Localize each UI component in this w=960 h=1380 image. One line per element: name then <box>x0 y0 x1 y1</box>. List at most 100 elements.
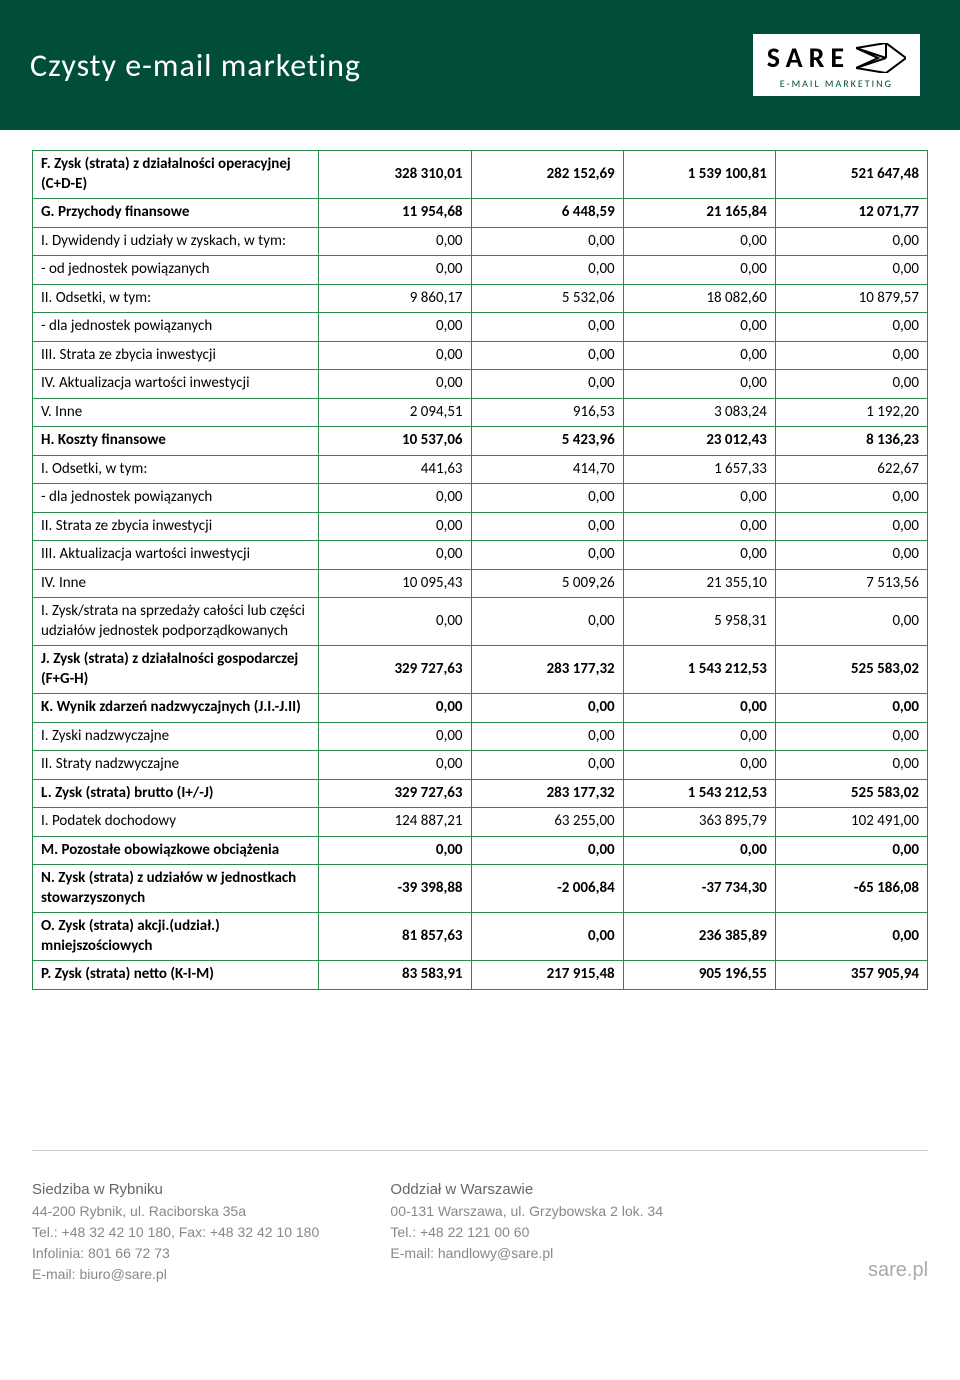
row-value: 329 727,63 <box>319 646 471 694</box>
row-label: M. Pozostałe obowiązkowe obciążenia <box>33 836 319 865</box>
row-value: 5 532,06 <box>471 284 623 313</box>
table-row: V. Inne2 094,51916,533 083,241 192,20 <box>33 398 928 427</box>
table-row: I. Odsetki, w tym:441,63414,701 657,3362… <box>33 455 928 484</box>
row-value: 441,63 <box>319 455 471 484</box>
table-row: II. Odsetki, w tym:9 860,175 532,0618 08… <box>33 284 928 313</box>
row-label: II. Strata ze zbycia inwestycji <box>33 512 319 541</box>
table-row: - dla jednostek powiązanych0,000,000,000… <box>33 313 928 342</box>
table-row: III. Aktualizacja wartości inwestycji0,0… <box>33 541 928 570</box>
row-label: I. Zyski nadzwyczajne <box>33 722 319 751</box>
row-value: 0,00 <box>775 722 927 751</box>
row-value: 0,00 <box>775 541 927 570</box>
envelope-icon <box>856 43 906 73</box>
row-value: 0,00 <box>471 256 623 285</box>
table-row: II. Strata ze zbycia inwestycji0,000,000… <box>33 512 928 541</box>
row-label: L. Zysk (strata) brutto (I+/-J) <box>33 779 319 808</box>
row-value: 0,00 <box>775 370 927 399</box>
row-value: 5 009,26 <box>471 569 623 598</box>
row-label: G. Przychody finansowe <box>33 199 319 228</box>
row-label: I. Odsetki, w tym: <box>33 455 319 484</box>
row-value: -37 734,30 <box>623 865 775 913</box>
row-value: 521 647,48 <box>775 151 927 199</box>
table-row: L. Zysk (strata) brutto (I+/-J)329 727,6… <box>33 779 928 808</box>
footer-left: Siedziba w Rybniku 44-200 Rybnik, ul. Ra… <box>32 1179 390 1286</box>
row-label: F. Zysk (strata) z działalności operacyj… <box>33 151 319 199</box>
table-row: I. Podatek dochodowy124 887,2163 255,003… <box>33 808 928 837</box>
table-row: P. Zysk (strata) netto (K-I-M)83 583,912… <box>33 961 928 990</box>
table-row: II. Straty nadzwyczajne0,000,000,000,00 <box>33 751 928 780</box>
row-value: 0,00 <box>623 370 775 399</box>
table-row: H. Koszty finansowe10 537,065 423,9623 0… <box>33 427 928 456</box>
table-row: J. Zysk (strata) z działalności gospodar… <box>33 646 928 694</box>
row-value: 0,00 <box>623 484 775 513</box>
row-value: 18 082,60 <box>623 284 775 313</box>
table-row: - od jednostek powiązanych0,000,000,000,… <box>33 256 928 285</box>
table-row: O. Zysk (strata) akcji.(udział.) mniejsz… <box>33 913 928 961</box>
row-label: IV. Inne <box>33 569 319 598</box>
table-row: III. Strata ze zbycia inwestycji 0,000,00… <box>33 341 928 370</box>
row-label: J. Zysk (strata) z działalności gospodar… <box>33 646 319 694</box>
row-value: 0,00 <box>775 512 927 541</box>
row-value: 217 915,48 <box>471 961 623 990</box>
page-header: Czysty e-mail marketing SARE E-MAIL MARK… <box>0 0 960 130</box>
row-value: 328 310,01 <box>319 151 471 199</box>
row-value: 0,00 <box>471 370 623 399</box>
row-value: 83 583,91 <box>319 961 471 990</box>
row-label: III. Strata ze zbycia inwestycji <box>33 341 319 370</box>
row-value: 8 136,23 <box>775 427 927 456</box>
row-value: 0,00 <box>775 694 927 723</box>
row-value: -39 398,88 <box>319 865 471 913</box>
row-label: II. Odsetki, w tym: <box>33 284 319 313</box>
row-value: 525 583,02 <box>775 646 927 694</box>
row-value: 0,00 <box>319 512 471 541</box>
page-footer: Siedziba w Rybniku 44-200 Rybnik, ul. Ra… <box>32 1179 928 1286</box>
logo: SARE E-MAIL MARKETING <box>753 34 920 96</box>
row-value: 0,00 <box>623 341 775 370</box>
row-value: 0,00 <box>623 694 775 723</box>
row-value: 0,00 <box>471 836 623 865</box>
row-value: 0,00 <box>623 512 775 541</box>
row-value: 622,67 <box>775 455 927 484</box>
row-value: 10 095,43 <box>319 569 471 598</box>
table-row: G. Przychody finansowe11 954,686 448,592… <box>33 199 928 228</box>
row-value: 357 905,94 <box>775 961 927 990</box>
row-value: 0,00 <box>319 836 471 865</box>
table-row: I. Zysk/strata na sprzedaży całości lub … <box>33 598 928 646</box>
row-label: I. Podatek dochodowy <box>33 808 319 837</box>
row-value: 7 513,56 <box>775 569 927 598</box>
row-value: 5 958,31 <box>623 598 775 646</box>
table-row: - dla jednostek powiązanych0,000,000,000… <box>33 484 928 513</box>
row-label: IV. Aktualizacja wartości inwestycji <box>33 370 319 399</box>
row-value: 0,00 <box>775 341 927 370</box>
row-value: 21 355,10 <box>623 569 775 598</box>
row-value: 414,70 <box>471 455 623 484</box>
row-value: 0,00 <box>319 694 471 723</box>
row-value: 905 196,55 <box>623 961 775 990</box>
row-value: -65 186,08 <box>775 865 927 913</box>
row-label: N. Zysk (strata) z udziałów w jednostkac… <box>33 865 319 913</box>
row-label: V. Inne <box>33 398 319 427</box>
footer-mid-line: 00-131 Warszawa, ul. Grzybowska 2 lok. 3… <box>390 1201 748 1222</box>
row-value: 0,00 <box>319 751 471 780</box>
row-value: 0,00 <box>319 722 471 751</box>
row-value: 0,00 <box>775 227 927 256</box>
row-value: 0,00 <box>775 256 927 285</box>
row-value: 1 543 212,53 <box>623 646 775 694</box>
header-title: Czysty e-mail marketing <box>30 46 361 85</box>
row-value: 283 177,32 <box>471 646 623 694</box>
table-row: I. Zyski nadzwyczajne0,000,000,000,00 <box>33 722 928 751</box>
row-value: 10 537,06 <box>319 427 471 456</box>
row-value: 282 152,69 <box>471 151 623 199</box>
row-value: 0,00 <box>775 484 927 513</box>
table-row: I. Dywidendy i udziały w zyskach, w tym:… <box>33 227 928 256</box>
row-value: 329 727,63 <box>319 779 471 808</box>
row-label: I. Dywidendy i udziały w zyskach, w tym: <box>33 227 319 256</box>
row-value: 0,00 <box>775 313 927 342</box>
row-value: 0,00 <box>471 722 623 751</box>
row-label: O. Zysk (strata) akcji.(udział.) mniejsz… <box>33 913 319 961</box>
table-row: K. Wynik zdarzeń nadzwyczajnych (J.I.-J.… <box>33 694 928 723</box>
footer-mid-line: Tel.: +48 22 121 00 60 <box>390 1222 748 1243</box>
footer-domain: sare.pl <box>749 1255 928 1285</box>
row-value: 9 860,17 <box>319 284 471 313</box>
row-value: 102 491,00 <box>775 808 927 837</box>
